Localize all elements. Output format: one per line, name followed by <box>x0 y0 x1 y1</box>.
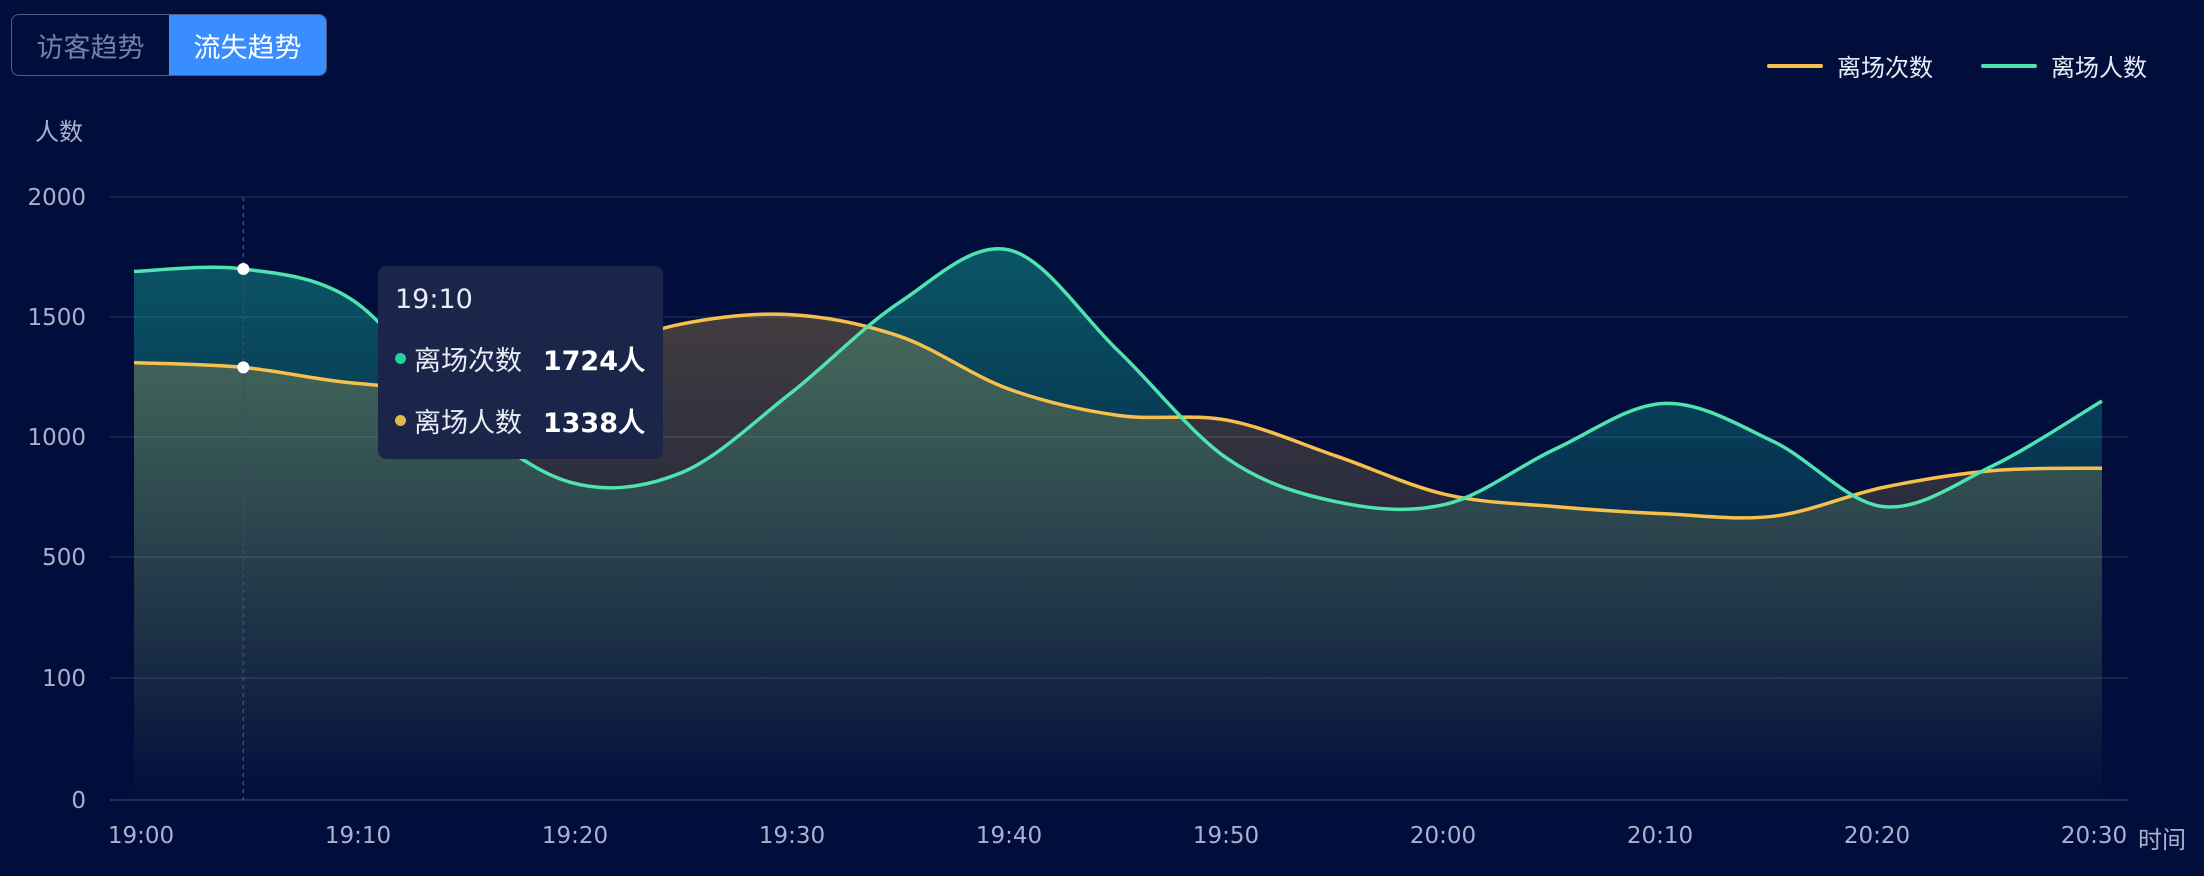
x-tick-label: 20:20 <box>1844 823 1910 849</box>
legend-swatch-leave-count <box>1767 63 1823 68</box>
tooltip-time: 19:10 <box>395 284 473 315</box>
x-tick-label: 19:40 <box>976 823 1042 849</box>
x-tick-label: 19:20 <box>542 823 608 849</box>
y-tick-label: 1000 <box>27 425 86 451</box>
y-axis-title: 人数 <box>35 118 83 146</box>
chart-legend: 离场次数 离场人数 <box>1719 48 2147 83</box>
legend-item-leave-count[interactable]: 离场次数 <box>1767 48 1933 83</box>
tooltip-dot <box>395 414 406 426</box>
legend-label: 离场人数 <box>2051 54 2147 82</box>
legend-label: 离场次数 <box>1837 54 1933 82</box>
tooltip-series-name: 离场次数 <box>414 345 522 377</box>
tooltip-series-value: 1724人 <box>542 345 645 377</box>
x-axis-title: 时间 <box>2138 826 2186 854</box>
trend-tabs: 访客趋势 流失趋势 <box>11 14 327 76</box>
tooltip-row-leave-people: 离场人数 1338人 <box>395 401 645 439</box>
y-tick-label: 1500 <box>27 305 86 331</box>
y-tick-label: 500 <box>42 545 86 571</box>
x-tick-label: 19:50 <box>1193 823 1259 849</box>
x-tick-label: 20:30 <box>2061 823 2127 849</box>
tab-visitor-trend[interactable]: 访客趋势 <box>36 32 145 64</box>
x-tick-label: 19:00 <box>108 823 174 849</box>
tooltip-series-name: 离场人数 <box>414 407 522 439</box>
data-tooltip: 19:10 离场次数 1724人 离场人数 1338人 <box>378 266 663 459</box>
y-tick-label: 0 <box>71 788 86 814</box>
x-tick-label: 19:30 <box>759 823 825 849</box>
series-leave-people-highlight-point[interactable] <box>237 263 250 275</box>
tab-churn-trend[interactable]: 流失趋势 <box>169 15 326 75</box>
x-tick-label: 20:00 <box>1410 823 1476 849</box>
x-tick-label: 20:10 <box>1627 823 1693 849</box>
y-tick-label: 100 <box>42 666 86 692</box>
legend-swatch-leave-people <box>1981 63 2037 68</box>
tooltip-row-leave-count: 离场次数 1724人 <box>395 339 645 377</box>
tooltip-series-value: 1338人 <box>542 407 645 439</box>
legend-item-leave-people[interactable]: 离场人数 <box>1981 48 2147 83</box>
y-tick-label: 2000 <box>27 185 86 211</box>
x-tick-label: 19:10 <box>325 823 391 849</box>
series-leave-count-highlight-point[interactable] <box>237 361 250 374</box>
tooltip-dot <box>395 352 406 364</box>
